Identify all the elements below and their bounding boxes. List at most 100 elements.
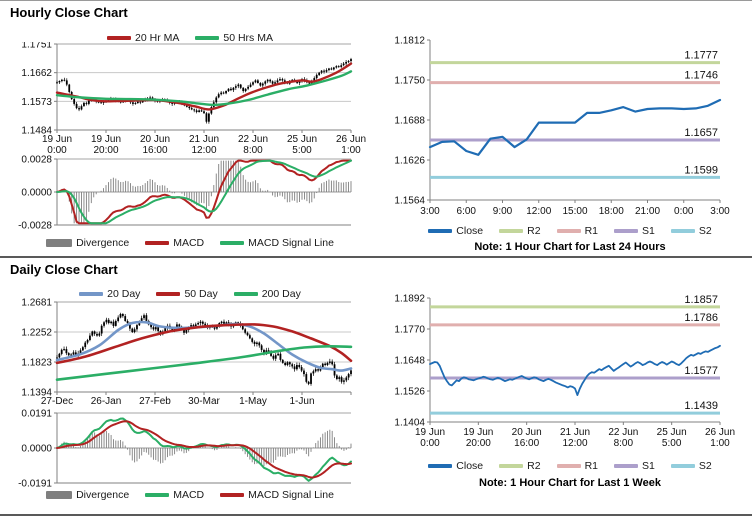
legend-item-macd: MACD (145, 489, 204, 501)
line-swatch-icon (79, 292, 104, 296)
y-tick-label: 1.1564 (394, 196, 425, 207)
x-tick-label: 12:00 (562, 438, 587, 449)
level-label-r1: 1.1746 (684, 70, 718, 82)
legend-item-s2: S2 (670, 225, 712, 237)
y-tick-label: 1.1751 (21, 42, 52, 51)
y-tick-label: 1.1688 (394, 116, 425, 127)
y-tick-label: 1.1750 (394, 76, 425, 87)
y-tick-label: 0.0000 (21, 188, 52, 199)
x-tick-label: 19 Jun (91, 134, 121, 145)
x-tick-label: 5:00 (292, 145, 312, 156)
legend-label: S2 (698, 460, 712, 472)
legend-item-macd-signal-line: MACD Signal Line (220, 489, 334, 501)
swatch-box-icon (46, 491, 73, 499)
line-swatch-icon (499, 229, 524, 233)
x-tick-label: 20 Jun (140, 134, 170, 145)
x-tick-label: 19 Jun (42, 134, 72, 145)
line-swatch-icon (556, 229, 581, 233)
x-tick-label: 21 Jun (560, 427, 590, 438)
y-tick-label: -0.0191 (18, 479, 52, 490)
legend-label: Close (456, 460, 484, 472)
x-tick-label: 20:00 (466, 438, 491, 449)
hourly-section-title: Hourly Close Chart (10, 5, 128, 20)
legend-label: 20 Hr MA (135, 32, 180, 44)
x-tick-label: 19 Jun (415, 427, 445, 438)
legend-label: MACD (173, 237, 205, 249)
legend-item-divergence: Divergence (46, 237, 129, 249)
legend-label: Divergence (76, 489, 130, 501)
line-swatch-icon (233, 292, 258, 296)
y-tick-label: 1.2681 (21, 298, 52, 309)
y-tick-label: 1.1404 (394, 418, 425, 429)
y-tick-label: 0.0000 (21, 444, 52, 455)
y-tick-label: 1.1526 (394, 387, 425, 398)
y-tick-label: 0.0028 (21, 155, 52, 166)
x-tick-label: 18:00 (599, 206, 624, 217)
legend-item-r1: R1 (556, 460, 599, 472)
legend-label: S2 (698, 225, 712, 237)
x-tick-label: 8:00 (614, 438, 634, 449)
x-tick-label: 16:00 (514, 438, 539, 449)
legend-item-20-day: 20 Day (79, 288, 140, 300)
legend-label: S1 (642, 460, 655, 472)
y-tick-label: 1.1812 (394, 36, 425, 47)
legend-item-s1: S1 (614, 460, 655, 472)
x-tick-label: 6:00 (457, 206, 477, 217)
x-tick-label: 30-Mar (188, 396, 220, 407)
bottom-rule (0, 514, 752, 516)
x-tick-label: 12:00 (191, 145, 216, 156)
x-tick-label: 22 Jun (608, 427, 638, 438)
line-swatch-icon (614, 464, 639, 468)
legend-label: 20 Day (107, 288, 141, 300)
legend-item-r1: R1 (556, 225, 598, 237)
y-tick-label: 0.0191 (21, 409, 52, 420)
line-swatch-icon (107, 36, 132, 40)
x-tick-label: 27-Dec (41, 396, 73, 407)
line-swatch-icon (428, 464, 453, 468)
line-swatch-icon (220, 493, 245, 497)
x-tick-label: 26-Jan (91, 396, 122, 407)
line-swatch-icon (145, 493, 170, 497)
y-tick-label: 1.1770 (394, 325, 425, 336)
legend-item-50-hrs-ma: 50 Hrs MA (195, 32, 273, 44)
legend-label: MACD (173, 489, 205, 501)
line-swatch-icon (195, 36, 220, 40)
x-tick-label: 1:00 (710, 438, 730, 449)
x-tick-label: 1-Jun (289, 396, 314, 407)
y-tick-label: 1.2252 (21, 328, 52, 339)
daily-macd-legend: Divergence MACD MACD Signal Line (20, 489, 360, 501)
y-tick-label: 1.1892 (394, 294, 425, 305)
level-label-s1: 1.1577 (684, 365, 718, 377)
line-swatch-icon (670, 464, 695, 468)
hourly-macd-legend: Divergence MACD MACD Signal Line (20, 237, 360, 249)
legend-item-divergence: Divergence (46, 489, 129, 501)
y-tick-label: 1.1626 (394, 156, 425, 167)
legend-item-20-hr-ma: 20 Hr MA (107, 32, 179, 44)
section-divider (0, 256, 752, 258)
hourly-ma-legend: 20 Hr MA 50 Hrs MA (20, 32, 360, 44)
x-tick-label: 21:00 (635, 206, 660, 217)
x-tick-label: 19 Jun (463, 427, 493, 438)
line-swatch-icon (156, 292, 181, 296)
x-tick-label: 27-Feb (139, 396, 171, 407)
line-swatch-icon (428, 229, 453, 233)
swatch-box-icon (46, 239, 73, 247)
x-tick-label: 1-May (239, 396, 267, 407)
legend-label: 200 Day (261, 288, 301, 300)
daily-section-title: Daily Close Chart (10, 262, 118, 277)
legend-label: R1 (584, 460, 599, 472)
x-tick-label: 3:00 (710, 206, 730, 217)
line-swatch-icon (499, 464, 524, 468)
level-label-r1: 1.1786 (684, 312, 718, 324)
x-tick-label: 15:00 (562, 206, 587, 217)
line-swatch-icon (614, 229, 639, 233)
legend-item-50-day: 50 Day (156, 288, 218, 300)
x-tick-label: 9:00 (493, 206, 513, 217)
week-legend: Close R2 R1 S1 S2 (420, 460, 720, 472)
legend-label: S1 (642, 225, 655, 237)
hourly-macd-chart: 0.0028 0.0000 -0.0028 (18, 155, 352, 232)
x-tick-label: 5:00 (662, 438, 682, 449)
daily-ma-legend: 20 Day 50 Day 200 Day (20, 288, 360, 300)
y-tick-label: 1.1573 (21, 97, 52, 108)
